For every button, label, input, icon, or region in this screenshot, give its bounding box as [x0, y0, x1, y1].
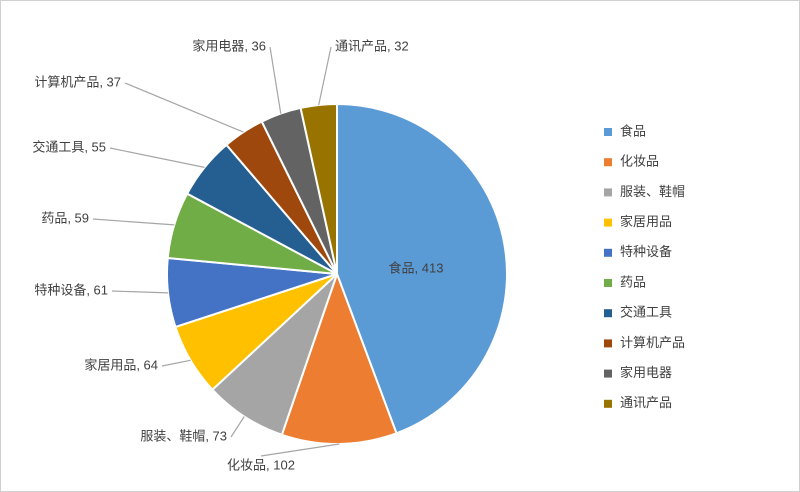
legend-item-label: 家居用品 — [620, 214, 672, 229]
legend-swatch — [604, 128, 612, 136]
legend-item-label: 服装、鞋帽 — [620, 184, 685, 199]
legend-item-label: 化妆品 — [620, 154, 659, 169]
leader-line — [269, 46, 282, 114]
pie-slices — [166, 102, 508, 445]
data-label: 食品, 413 — [389, 260, 444, 275]
legend-item-label: 特种设备 — [620, 244, 672, 259]
legend-swatch — [604, 399, 612, 408]
leader-line — [92, 218, 175, 226]
legend-item-label: 计算机产品 — [620, 335, 685, 350]
legend-swatch — [604, 309, 612, 318]
leader-line — [230, 416, 245, 438]
legend-swatch — [604, 158, 612, 167]
legend-item-label: 家用电器 — [620, 365, 672, 380]
leader-lines — [92, 46, 340, 457]
leader-line — [318, 46, 332, 106]
legend-swatch — [604, 188, 612, 197]
legend-swatch — [604, 369, 612, 378]
data-label: 药品, 59 — [41, 210, 89, 225]
legend-item-label: 食品 — [620, 123, 646, 138]
legend-item-label: 药品 — [620, 274, 646, 289]
leader-line — [124, 82, 244, 133]
legend-swatch — [604, 248, 612, 257]
data-label: 特种设备, 61 — [34, 282, 108, 297]
leader-line — [161, 359, 191, 367]
data-label: 家居用品, 64 — [84, 357, 158, 372]
data-label: 化妆品, 102 — [227, 457, 295, 472]
pie-slice — [336, 102, 508, 435]
data-label: 服装、鞋帽, 73 — [140, 428, 227, 443]
leader-line — [109, 147, 205, 168]
leader-line — [111, 290, 169, 294]
legend-item-label: 通讯产品 — [620, 395, 672, 410]
legend-swatch — [604, 339, 612, 348]
pie-slice — [280, 271, 398, 445]
data-label: 通讯产品, 32 — [335, 38, 409, 53]
leader-line — [260, 443, 340, 457]
legend-swatch — [604, 279, 612, 287]
legend-swatch — [604, 218, 612, 227]
data-label: 计算机产品, 37 — [34, 74, 121, 89]
data-label: 交通工具, 55 — [32, 139, 106, 154]
data-label: 家用电器, 36 — [192, 38, 266, 53]
legend-item-label: 交通工具 — [620, 305, 672, 320]
